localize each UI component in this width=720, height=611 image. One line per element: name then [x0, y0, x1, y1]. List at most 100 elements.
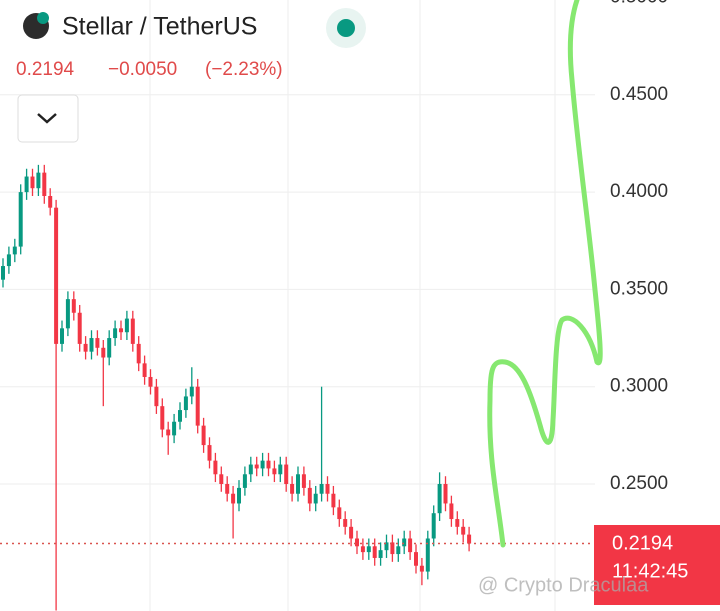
candle-body	[461, 526, 466, 535]
candle-body	[77, 312, 82, 344]
candle-body	[343, 519, 348, 527]
candle-body	[307, 487, 312, 504]
candle-body	[337, 507, 342, 520]
candle-body	[36, 172, 41, 189]
y-tick-label: 0.4000	[610, 181, 668, 202]
candle-body	[183, 396, 188, 411]
candle-body	[425, 538, 430, 572]
candle-body	[390, 542, 395, 555]
candle-body	[101, 347, 106, 358]
candle-body	[284, 464, 289, 485]
candle-body	[278, 464, 283, 475]
candle-body	[384, 542, 389, 551]
candle-body	[178, 410, 182, 422]
candle-body	[113, 328, 118, 339]
candle-body	[254, 464, 259, 469]
candle-body	[142, 363, 147, 377]
candle-body	[360, 546, 365, 553]
candle-body	[160, 406, 165, 430]
candle-body	[95, 338, 100, 348]
candle-body	[431, 513, 436, 539]
candle-body	[48, 195, 53, 208]
candle-body	[6, 254, 11, 267]
candle-body	[225, 484, 230, 494]
candle-body	[54, 207, 59, 344]
candle-body	[107, 338, 112, 358]
y-tick-label: 0.2500	[610, 473, 668, 494]
price-change: −0.0050	[108, 59, 177, 80]
candle-body	[301, 474, 306, 488]
candle-body	[355, 538, 359, 547]
price-tag-time: 11:42:45	[612, 560, 688, 582]
candle-body	[89, 338, 94, 352]
candle-body	[18, 192, 23, 247]
candle-body	[119, 328, 123, 333]
chevron-icon	[37, 113, 57, 124]
candle-body	[71, 299, 76, 313]
candle-body	[130, 318, 135, 344]
last-price: 0.2194	[16, 59, 75, 80]
dropdown-button[interactable]	[17, 94, 79, 143]
candle-body	[378, 550, 383, 558]
candle-body	[24, 176, 29, 193]
candle-body	[12, 246, 17, 255]
candle-body	[219, 474, 224, 485]
candle-body	[455, 519, 460, 527]
candle-body	[30, 176, 35, 189]
watermark: @ Crypto Draculaa	[478, 574, 649, 596]
candle-body	[60, 328, 64, 344]
candle-body	[419, 565, 424, 572]
candle-body	[231, 493, 236, 504]
candle-body	[402, 538, 407, 547]
candle-body	[449, 503, 454, 520]
candle-body	[237, 487, 241, 504]
y-tick-label: 0.3000	[610, 376, 668, 397]
candle-body	[154, 386, 159, 407]
candle-body	[172, 421, 177, 436]
candle-body	[189, 386, 194, 397]
status-dot	[337, 19, 355, 37]
candle-body	[207, 445, 212, 461]
candle-body	[272, 468, 277, 475]
candle-body	[260, 460, 265, 469]
candle-body	[313, 493, 318, 504]
candle-body	[136, 343, 141, 364]
candle-body	[366, 546, 371, 553]
candle-body	[124, 318, 129, 333]
price-change-pct: (−2.23%)	[205, 59, 283, 80]
candle-body	[408, 538, 413, 553]
candle-body	[1, 266, 5, 280]
candle-body	[349, 526, 354, 539]
price-tag	[594, 525, 720, 605]
candle-body	[242, 474, 247, 488]
candle-body	[266, 460, 271, 469]
y-tick-label: 0.4500	[610, 84, 668, 105]
candle-body	[396, 546, 401, 555]
candle-body	[467, 534, 472, 544]
candle-body	[201, 425, 206, 446]
candle-body	[414, 552, 418, 566]
candle-body	[325, 484, 330, 494]
logo-badge	[37, 12, 49, 24]
candle-body	[83, 343, 88, 352]
y-tick-label: 0.3500	[610, 278, 668, 299]
chart-title: Stellar / TetherUS	[62, 13, 257, 41]
candle-body	[65, 299, 70, 329]
candle-body	[213, 460, 218, 475]
candle-body	[437, 484, 442, 514]
candle-body	[166, 429, 171, 436]
candle-body	[148, 376, 153, 387]
candle-body	[195, 386, 200, 426]
candle-body	[372, 546, 377, 558]
price-tag-value: 0.2194	[612, 532, 673, 554]
candle-body	[42, 172, 47, 196]
candle-body	[331, 493, 336, 508]
annotation-stroke	[487, 0, 603, 548]
candle-body	[296, 474, 300, 494]
candle-body	[319, 484, 324, 494]
candle-body	[443, 484, 448, 504]
candle-body	[290, 484, 295, 494]
